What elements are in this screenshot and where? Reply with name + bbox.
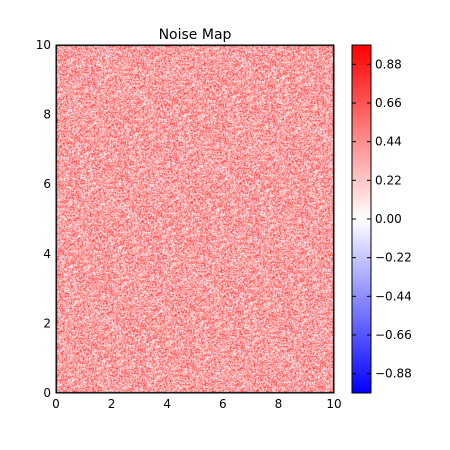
x-tick-label: 10 (326, 397, 341, 411)
y-tick-label: 2 (43, 316, 51, 330)
y-axis: 0 2 4 6 8 10 (36, 38, 334, 400)
colorbar-tick-label: 0.44 (375, 135, 402, 149)
y-tick-label: 10 (36, 38, 51, 52)
colorbar-tick-label: −0.88 (375, 367, 412, 381)
y-tick-label: 6 (43, 177, 51, 191)
x-tick-label: 4 (163, 397, 171, 411)
y-tick-label: 4 (43, 247, 51, 261)
colorbar-tick-label: −0.66 (375, 328, 412, 342)
colorbar-tick-label: 0.22 (375, 173, 402, 187)
x-tick-label: 8 (275, 397, 283, 411)
x-tick-label: 6 (219, 397, 227, 411)
colorbar-tick-label: 0.66 (375, 96, 402, 110)
colorbar-tick-label: 0.88 (375, 57, 402, 71)
heatmap-cells (56, 45, 334, 393)
x-tick-label: 0 (52, 397, 60, 411)
colorbar-axis: 0.88 0.66 0.44 0.22 0.00 −0.22 −0.44 −0.66 −0.88 (352, 57, 412, 381)
colorbar-tick-label: 0.00 (375, 212, 402, 226)
colorbar-tick-label: −0.22 (375, 251, 412, 265)
y-tick-label: 8 (43, 108, 51, 122)
colorbar-tick-label: −0.44 (375, 289, 412, 303)
x-tick-label: 2 (108, 397, 116, 411)
chart-title: Noise Map (159, 27, 232, 43)
y-tick-label: 0 (43, 386, 51, 400)
